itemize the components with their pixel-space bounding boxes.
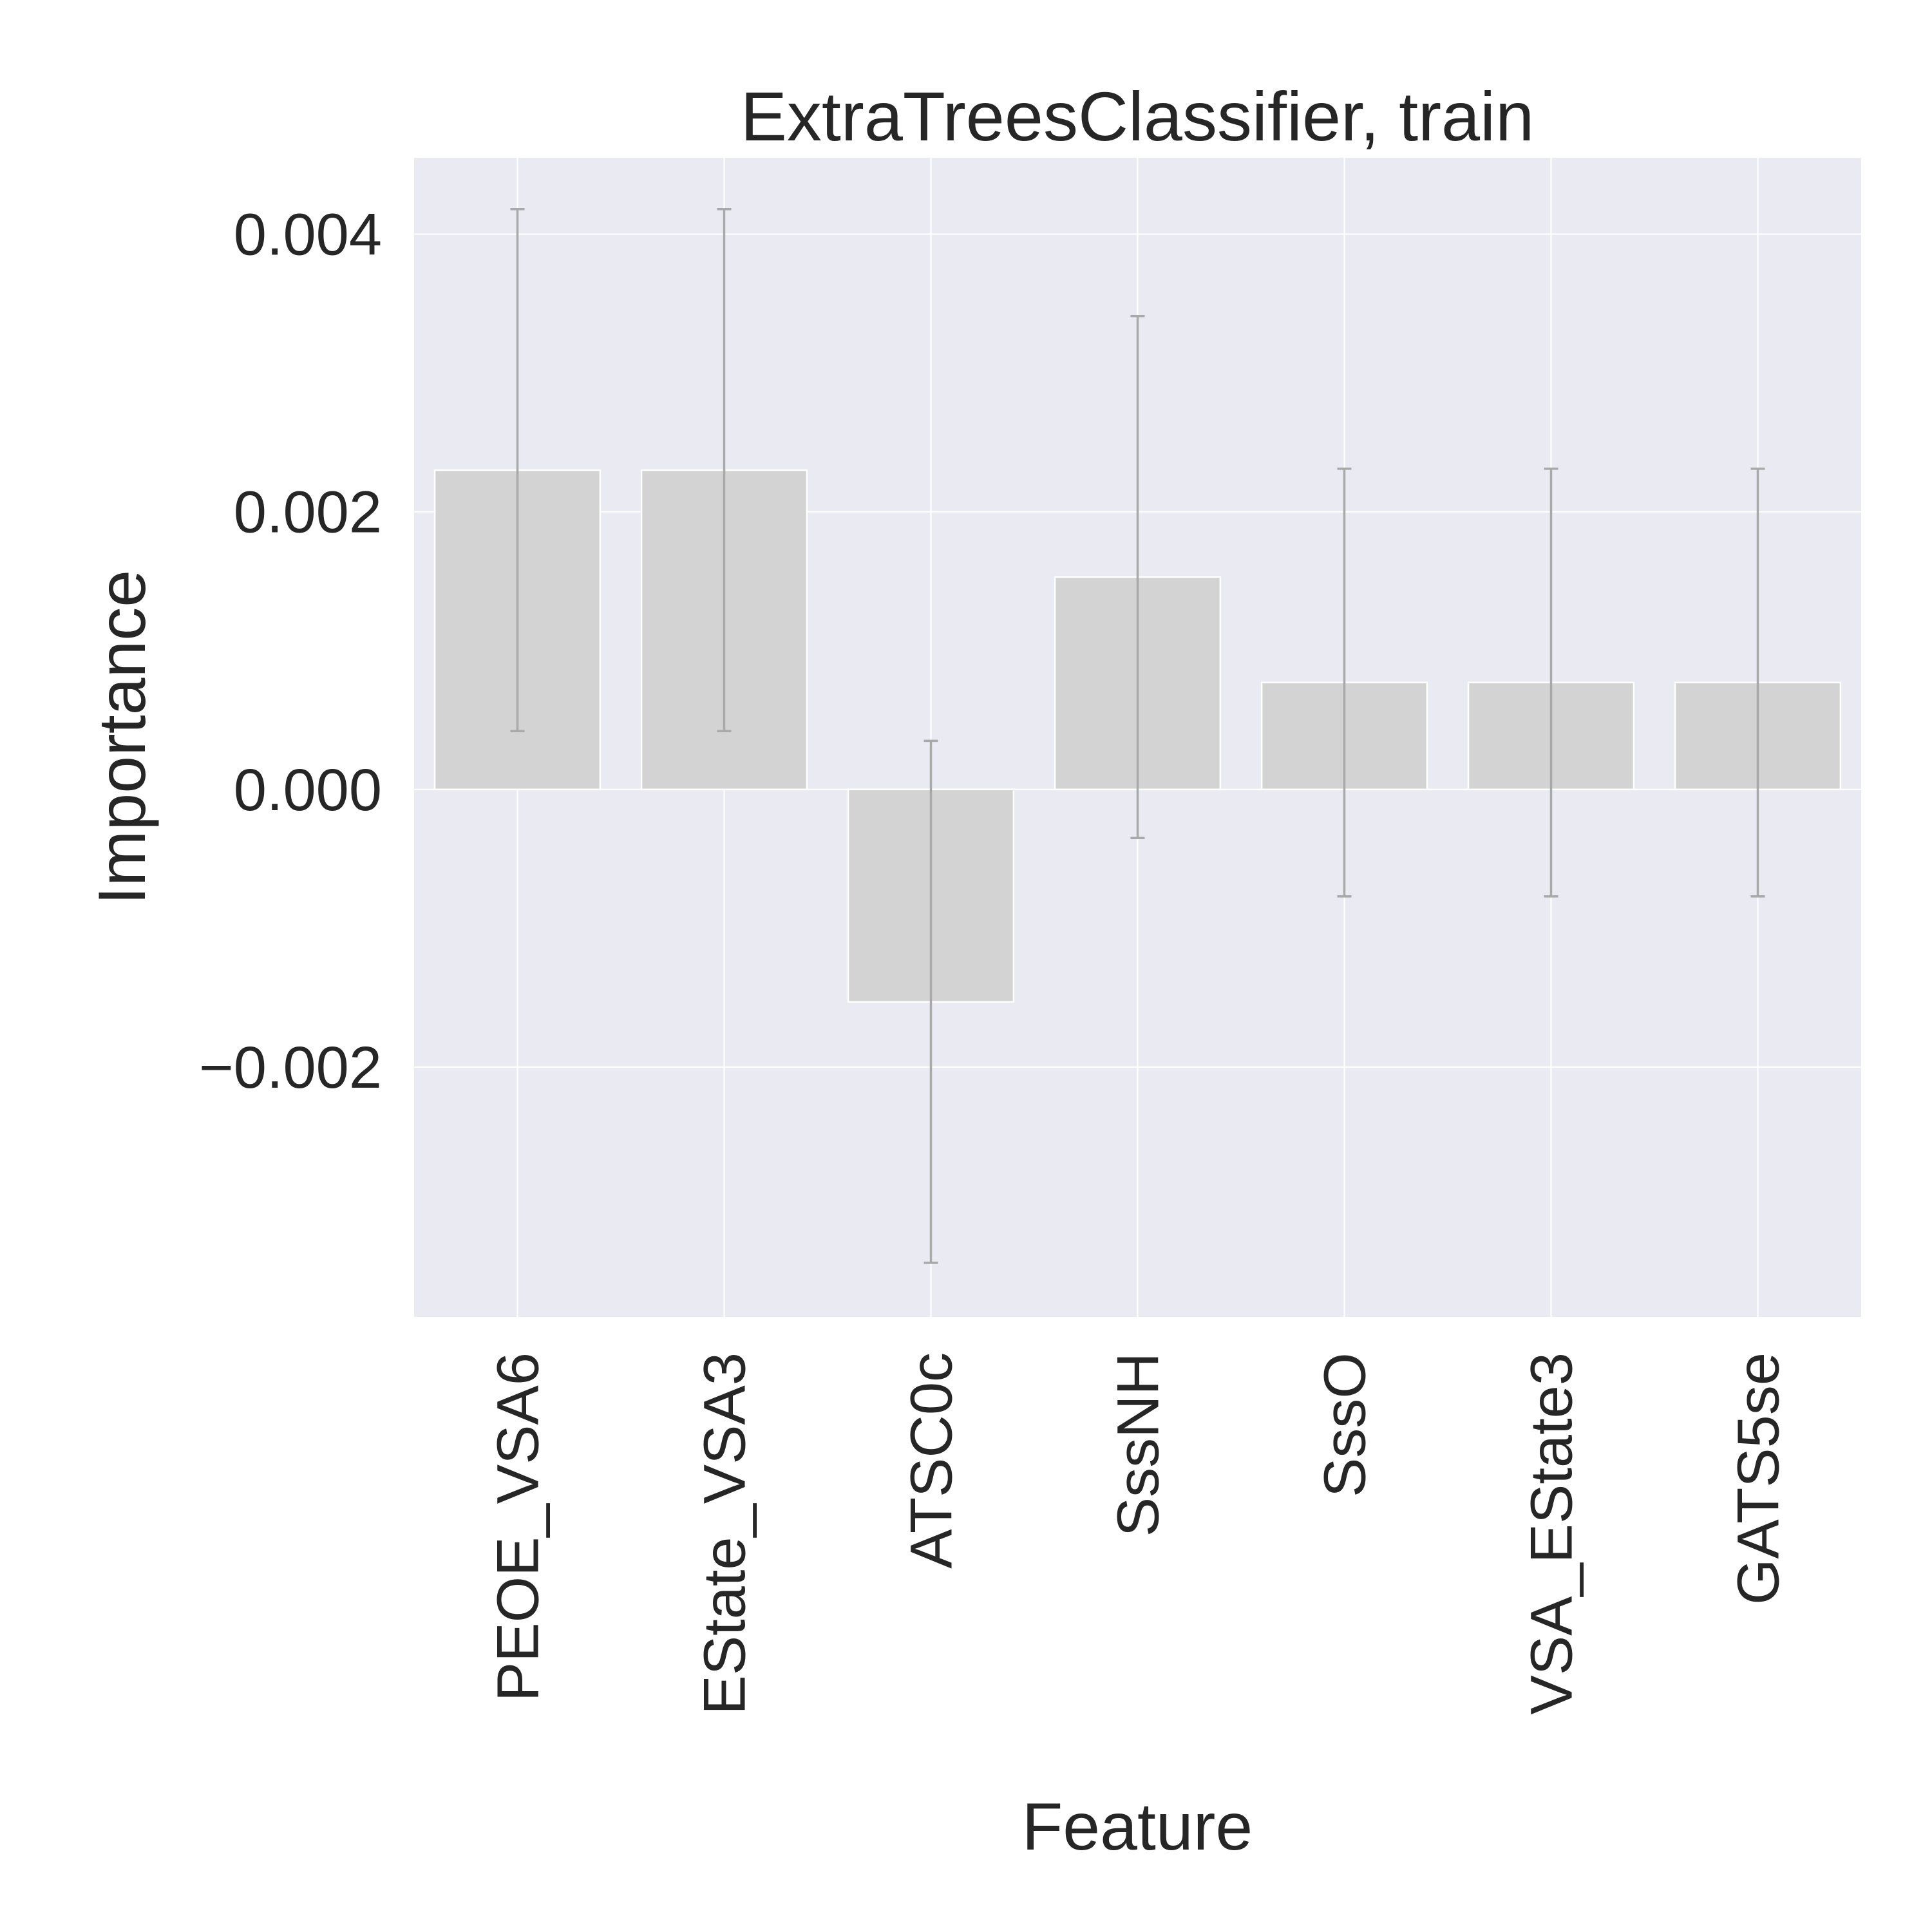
x-tick-label: ATSC0c: [899, 1352, 965, 1569]
x-tick-label: GATS5se: [1726, 1352, 1792, 1605]
x-tick-label: SssO: [1312, 1352, 1378, 1497]
x-tick-label: EState_VSA3: [692, 1352, 758, 1715]
x-tick-label: VSA_EState3: [1519, 1352, 1585, 1715]
y-tick-labels: −0.002 0.000 0.002 0.004: [199, 202, 382, 1101]
x-tick-label: PEOE_VSA6: [486, 1352, 551, 1701]
y-tick-label: −0.002: [199, 1035, 382, 1101]
chart-title: ExtraTreesClassifier, train: [741, 77, 1534, 155]
y-tick-label: 0.000: [234, 757, 382, 823]
y-axis-label: Importance: [85, 570, 160, 905]
x-tick-labels: PEOE_VSA6 EState_VSA3 ATSC0c SssNH SssO VSA_E…: [486, 1352, 1792, 1715]
y-tick-label: 0.004: [234, 202, 382, 268]
error-bars: [510, 208, 1765, 1264]
x-tick-label: SssNH: [1106, 1352, 1171, 1537]
x-axis-label: Feature: [1022, 1790, 1253, 1864]
y-tick-label: 0.002: [234, 480, 382, 545]
